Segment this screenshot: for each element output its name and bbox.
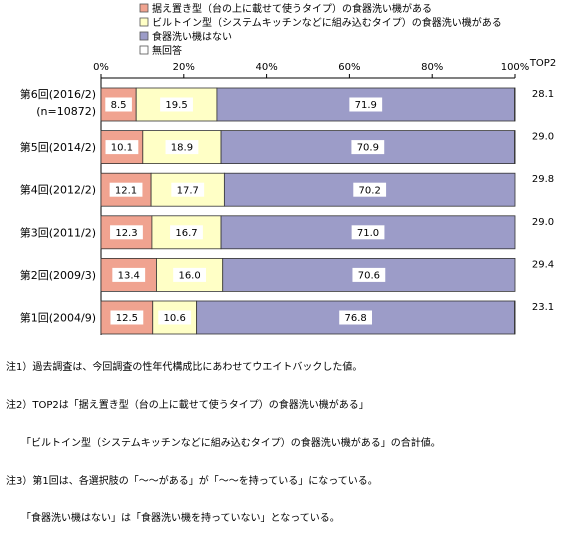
footnote-3: 注3）第1回は、各選択肢の「～～がある」が「～～を持っている」になっている。 bbox=[6, 475, 378, 487]
value-label: 12.5 bbox=[116, 313, 138, 324]
legend-swatch bbox=[139, 45, 149, 55]
top2-value: 29.0 bbox=[532, 132, 554, 143]
value-label-box bbox=[110, 310, 144, 325]
legend: 据え置き型（台の上に載せて使うタイプ）の食器洗い機があるビルトイン型（システムキ… bbox=[139, 2, 502, 57]
value-label: 70.9 bbox=[357, 143, 379, 154]
x-tick-label: 20% bbox=[173, 62, 195, 73]
footnote-3-cont: 「食器洗い機はない」は「食器洗い機を持っていない」となっている。 bbox=[6, 513, 340, 525]
stacked-bar-chart: 据え置き型（台の上に載せて使うタイプ）の食器洗い機があるビルトイン型（システムキ… bbox=[20, 2, 556, 335]
legend-label: 食器洗い機はない bbox=[152, 30, 232, 43]
value-label-box bbox=[110, 225, 143, 240]
value-label: 16.7 bbox=[175, 228, 197, 239]
top2-value: 23.1 bbox=[532, 302, 554, 313]
value-label: 18.9 bbox=[171, 143, 193, 154]
value-label: 17.7 bbox=[177, 185, 199, 196]
top2-header: TOP2 bbox=[529, 58, 556, 69]
x-tick-label: 0% bbox=[93, 62, 109, 73]
legend-label: ビルトイン型（システムキッチンなどに組み込むタイプ）の食器洗い機がある bbox=[152, 16, 502, 29]
bar-segment bbox=[514, 130, 516, 165]
category-labels: 第6回(2016/2) (n=10872) 第5回(2014/2) 第4回(2012/… bbox=[20, 87, 96, 325]
top2-value: 29.4 bbox=[532, 259, 554, 270]
x-axis: 0% 20% 40% 60% 80% 100% bbox=[93, 62, 529, 335]
value-label-box bbox=[339, 310, 373, 325]
top2-value: 29.8 bbox=[532, 174, 554, 185]
footnote-2-cont: 「ビルトイン型（システムキッチンなどに組み込むタイプ）の食器洗い機がある」の合計… bbox=[6, 437, 441, 449]
top2-value: 28.1 bbox=[532, 89, 554, 100]
value-label: 12.1 bbox=[115, 185, 137, 196]
value-label-box bbox=[158, 310, 192, 325]
value-label-box bbox=[349, 97, 383, 112]
legend-label: 据え置き型（台の上に載せて使うタイプ）の食器洗い機がある bbox=[152, 2, 432, 15]
value-label-box bbox=[105, 140, 139, 155]
top2-column: TOP2 28.1 29.0 29.8 29.0 29.4 23.1 bbox=[529, 58, 556, 313]
bar-segment bbox=[514, 300, 516, 335]
x-tick-label: 40% bbox=[255, 62, 277, 73]
category-label: 第6回(2016/2) bbox=[20, 87, 96, 101]
legend-swatch bbox=[139, 17, 149, 27]
value-label: 76.8 bbox=[344, 313, 366, 324]
x-tick-label: 60% bbox=[338, 62, 360, 73]
legend-swatch bbox=[139, 3, 149, 13]
category-label: (n=10872) bbox=[36, 105, 96, 118]
value-label-box bbox=[351, 225, 385, 240]
value-label: 71.0 bbox=[357, 228, 379, 239]
value-label-box bbox=[160, 97, 193, 112]
top2-value: 29.0 bbox=[532, 217, 554, 228]
category-label: 第5回(2014/2) bbox=[20, 140, 96, 154]
value-label-box bbox=[171, 182, 205, 197]
category-label: 第4回(2012/2) bbox=[20, 183, 96, 197]
value-label: 70.6 bbox=[358, 271, 380, 282]
value-label-box bbox=[353, 182, 387, 197]
value-label-box bbox=[352, 267, 386, 282]
value-label: 70.2 bbox=[359, 185, 381, 196]
bar-segment bbox=[514, 87, 516, 122]
footnote-1: 注1）過去調査は、今回調査の性年代構成比にあわせてウエイトバックした値。 bbox=[6, 362, 363, 374]
value-label-box bbox=[165, 140, 199, 155]
value-label: 10.1 bbox=[111, 143, 133, 154]
value-label: 10.6 bbox=[164, 313, 186, 324]
value-label: 19.5 bbox=[165, 100, 187, 111]
category-label: 第2回(2009/3) bbox=[20, 268, 96, 282]
value-label: 12.3 bbox=[115, 228, 137, 239]
value-label-box bbox=[170, 225, 203, 240]
bars: 8.5 19.5 71.9 10.1 18.9 70.9 12.1 17.7 70.2 12.3 1… bbox=[100, 87, 516, 335]
value-label: 71.9 bbox=[355, 100, 377, 111]
x-tick-label: 100% bbox=[501, 62, 530, 73]
value-label: 8.5 bbox=[111, 100, 127, 111]
legend-swatch bbox=[139, 31, 149, 41]
category-label: 第1回(2004/9) bbox=[20, 311, 96, 325]
value-label-box bbox=[173, 267, 206, 282]
category-label: 第3回(2011/2) bbox=[20, 225, 96, 239]
value-label: 16.0 bbox=[178, 271, 200, 282]
footnotes: 注1）過去調査は、今回調査の性年代構成比にあわせてウエイトバックした値。 注2）… bbox=[6, 337, 441, 539]
x-tick-label: 80% bbox=[421, 62, 443, 73]
value-label-box bbox=[112, 267, 146, 282]
value-label: 13.4 bbox=[118, 271, 140, 282]
legend-label: 無回答 bbox=[152, 44, 182, 57]
value-label-box bbox=[105, 97, 132, 112]
value-label-box bbox=[109, 182, 143, 197]
footnote-2: 注2）TOP2は「据え置き型（台の上に載せて使うタイプ）の食器洗い機がある」 bbox=[6, 399, 369, 411]
value-label-box bbox=[351, 140, 385, 155]
